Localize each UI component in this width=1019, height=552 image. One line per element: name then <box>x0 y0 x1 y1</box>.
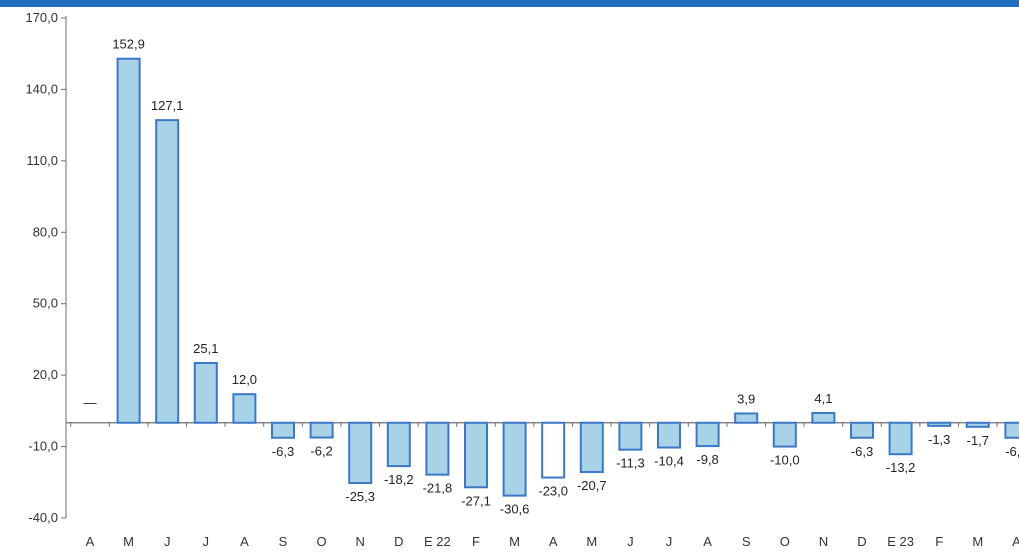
x-tick-label: O <box>780 534 790 549</box>
bar <box>232 393 257 424</box>
bar <box>657 421 681 449</box>
bar <box>1004 421 1019 439</box>
data-label: 3,9 <box>737 391 755 406</box>
bar <box>541 421 566 479</box>
data-label: -9,8 <box>696 452 718 467</box>
bar <box>193 362 218 424</box>
data-label: -23,0 <box>538 484 568 499</box>
data-label: -25,3 <box>345 489 375 504</box>
data-label: -13,2 <box>886 460 916 475</box>
x-tick-label: M <box>509 534 520 549</box>
data-label: -1,7 <box>967 433 989 448</box>
x-tick-label: E 23 <box>887 534 914 549</box>
bar <box>811 412 836 424</box>
y-tick-label: 80,0 <box>33 224 58 239</box>
x-tick-label: A <box>549 534 558 549</box>
data-label: 12,0 <box>232 372 257 387</box>
x-tick-label: N <box>356 534 365 549</box>
data-label: -20,7 <box>577 478 607 493</box>
x-tick-label: A <box>703 534 712 549</box>
data-label: -18,2 <box>384 472 414 487</box>
x-tick-label: D <box>857 534 866 549</box>
x-tick-label: A <box>240 534 249 549</box>
data-label: -27,1 <box>461 493 491 508</box>
top-band <box>0 0 1019 7</box>
bar <box>502 421 527 497</box>
x-tick-label: N <box>819 534 828 549</box>
x-tick-label: M <box>586 534 597 549</box>
y-tick-label: 50,0 <box>33 296 58 311</box>
data-label: -6,2 <box>310 444 332 459</box>
x-tick-label: A <box>86 534 95 549</box>
x-tick-label: O <box>317 534 327 549</box>
x-tick-label: F <box>472 534 480 549</box>
data-label: 4,1 <box>814 391 832 406</box>
data-label: -10,0 <box>770 453 800 468</box>
bar <box>927 421 952 427</box>
data-label: -10,4 <box>654 454 684 469</box>
bar <box>579 421 604 474</box>
y-tick-label: 110,0 <box>26 153 58 168</box>
y-tick-label: 20,0 <box>33 367 58 382</box>
x-tick-label: A <box>1012 534 1019 549</box>
data-label: -6,3 <box>272 444 294 459</box>
y-tick-label: -10,0 <box>28 439 58 454</box>
x-tick-label: J <box>203 534 210 549</box>
y-tick-label: -40,0 <box>28 510 58 525</box>
bar <box>348 421 373 484</box>
data-label: 127,1 <box>151 98 184 113</box>
bar <box>386 421 411 468</box>
bar <box>695 421 720 448</box>
bar <box>772 421 797 448</box>
bar <box>116 57 141 424</box>
x-tick-label: J <box>164 534 171 549</box>
data-label: -6,3 <box>1005 444 1019 459</box>
y-tick-label: 170,0 <box>25 10 58 25</box>
x-tick-label: J <box>627 534 634 549</box>
data-label: -21,8 <box>423 481 453 496</box>
bar <box>425 421 450 476</box>
data-label: 152,9 <box>112 37 145 52</box>
bar <box>618 421 643 451</box>
x-tick-label: E 22 <box>424 534 451 549</box>
bar <box>850 421 874 439</box>
bar <box>309 421 334 439</box>
bar <box>155 119 180 424</box>
x-tick-label: S <box>742 534 751 549</box>
x-tick-label: M <box>972 534 983 549</box>
bar <box>888 421 913 456</box>
x-tick-label: M <box>123 534 134 549</box>
data-label: -30,6 <box>500 502 530 517</box>
bar <box>734 412 759 424</box>
data-label: 25,1 <box>193 341 218 356</box>
x-tick-label: F <box>935 534 943 549</box>
data-label: -6,3 <box>851 444 873 459</box>
data-label: -1,3 <box>928 432 950 447</box>
x-tick-label: S <box>279 534 288 549</box>
bar <box>965 421 990 428</box>
data-label: -11,3 <box>616 456 645 471</box>
bar <box>271 421 295 439</box>
bar <box>464 421 488 489</box>
x-tick-label: J <box>666 534 673 549</box>
x-tick-label: D <box>394 534 403 549</box>
y-tick-label: 140,0 <box>25 81 58 96</box>
data-label: — <box>84 395 97 410</box>
